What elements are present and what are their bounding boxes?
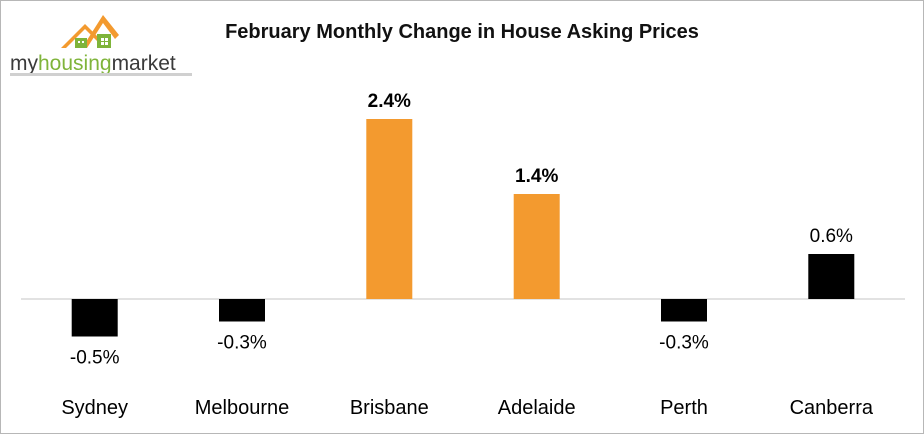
- bars-group: [71, 119, 855, 337]
- logo-wordmark: myhousingmarket: [10, 52, 176, 75]
- bar-sydney: [71, 299, 118, 337]
- data-label-adelaide: 1.4%: [515, 166, 558, 187]
- chart-title: February Monthly Change in House Asking …: [225, 21, 699, 43]
- bar-melbourne: [219, 299, 265, 322]
- logo-wordmark-market: market: [112, 52, 176, 75]
- data-label-perth: -0.3%: [659, 333, 709, 354]
- x-tick-label-brisbane: Brisbane: [350, 397, 429, 419]
- data-label-sydney: -0.5%: [70, 348, 120, 369]
- data-label-brisbane: 2.4%: [368, 91, 411, 112]
- logo-wordmark-housing: housing: [38, 52, 112, 75]
- house-roofs-logo-icon: [61, 15, 119, 48]
- x-tick-label-sydney: Sydney: [61, 397, 128, 419]
- bar-adelaide: [513, 194, 560, 299]
- x-tick-label-melbourne: Melbourne: [195, 397, 290, 419]
- data-labels-group: -0.5% -0.3% 2.4% 1.4% -0.3% 0.6%: [70, 91, 853, 369]
- bar-perth: [661, 299, 707, 322]
- x-tick-label-adelaide: Adelaide: [498, 397, 576, 419]
- logo-wordmark-my: my: [10, 52, 38, 75]
- bar-canberra: [808, 254, 855, 299]
- data-label-melbourne: -0.3%: [217, 333, 267, 354]
- logo-tagline-bar: [10, 73, 192, 76]
- logo: myhousingmarket: [10, 15, 192, 76]
- x-tick-label-perth: Perth: [660, 397, 708, 419]
- bar-brisbane: [366, 119, 413, 299]
- data-label-canberra: 0.6%: [810, 226, 853, 247]
- tick-labels-group: Sydney Melbourne Brisbane Adelaide Perth Canb…: [61, 397, 874, 419]
- x-tick-label-canberra: Canberra: [790, 397, 874, 419]
